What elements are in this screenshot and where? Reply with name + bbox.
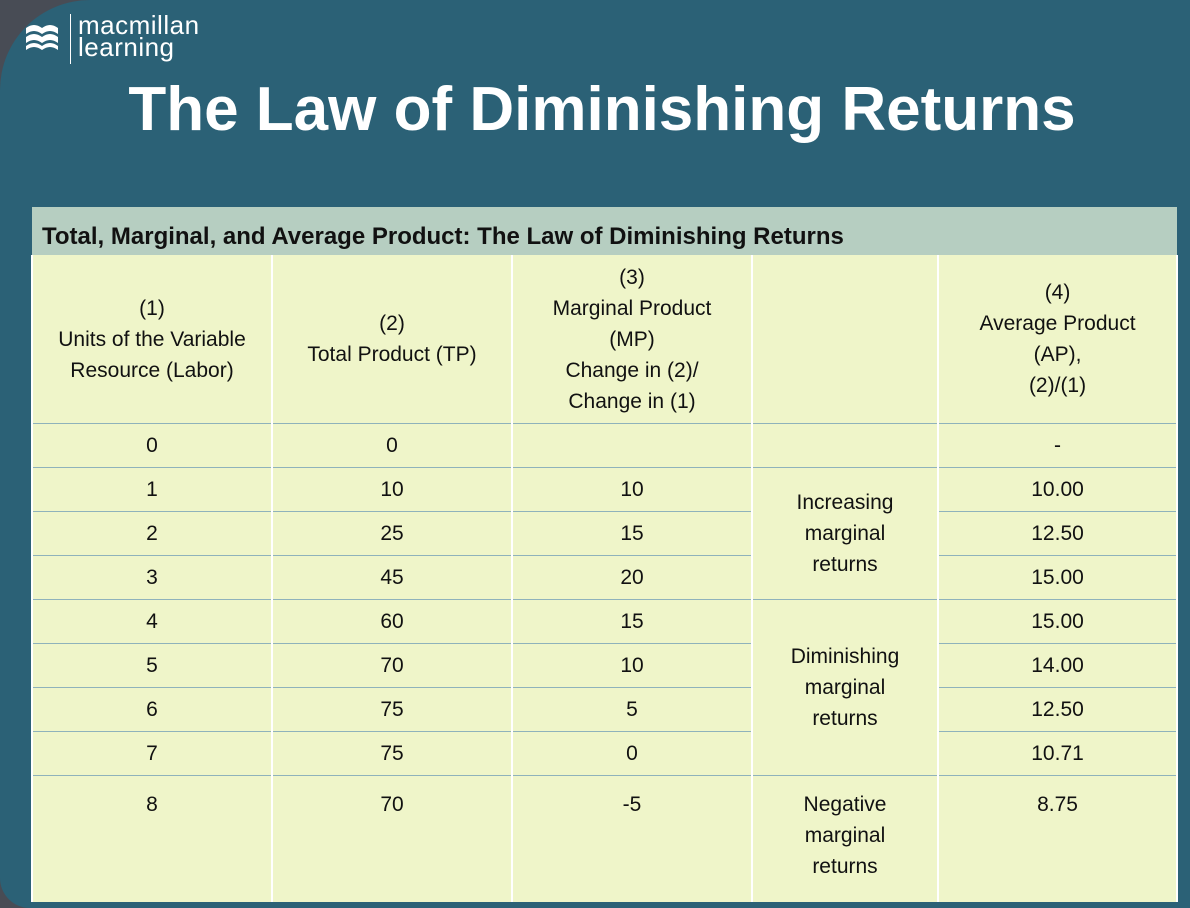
units-cell: 1 xyxy=(31,467,273,512)
units-cell: 7 xyxy=(31,731,273,776)
phase-label: marginal xyxy=(804,824,886,847)
phase-cell: Increasing marginal returns xyxy=(751,467,939,600)
tp-cell: 25 xyxy=(271,511,513,556)
tp-cell: 70 xyxy=(271,643,513,688)
phase-cell: Diminishing marginal returns xyxy=(751,599,939,776)
header-line: (2)/(1) xyxy=(1028,374,1087,397)
mp-cell: 10 xyxy=(511,467,753,512)
logo-text-2: learning xyxy=(78,32,175,62)
header-average-product: (4) Average Product (AP), (2)/(1) xyxy=(936,255,1179,424)
header-line: Units of the Variable xyxy=(58,327,246,351)
header-line: Change in (2)/ xyxy=(565,358,699,382)
header-line: Total Product (TP) xyxy=(307,343,477,366)
table-row: 6 75 5 12.50 xyxy=(31,687,1179,732)
table-row: 5 70 10 14.00 xyxy=(31,643,1179,688)
units-cell: 6 xyxy=(31,687,273,732)
ap-cell: 15.00 xyxy=(936,599,1179,644)
units-cell: 3 xyxy=(31,555,273,600)
table-row: 4 60 15 Diminishing marginal returns 15.00 xyxy=(31,599,1179,776)
macmillan-logo: macmillan learning xyxy=(24,10,200,64)
ap-cell: 15.00 xyxy=(936,555,1179,600)
ap-cell: 12.50 xyxy=(936,511,1179,556)
header-total-product: (2) Total Product (TP) xyxy=(271,255,513,424)
header-phase xyxy=(751,255,939,424)
units-cell: 2 xyxy=(31,511,273,556)
tp-cell: 75 xyxy=(271,731,513,776)
header-marginal-product: (3) Marginal Product (MP) Change in (2)/ Cha… xyxy=(511,255,753,424)
header-line: (3) xyxy=(619,265,645,289)
table-row: 3 45 20 15.00 xyxy=(31,555,1179,600)
mp-cell: 20 xyxy=(511,555,753,600)
phase-label: marginal xyxy=(804,676,886,699)
header-units: (1) Units of the Variable Resource (Labor) xyxy=(31,255,273,424)
units-cell: 4 xyxy=(31,599,273,644)
table-caption: Total, Marginal, and Average Product: Th… xyxy=(32,207,1178,255)
ap-cell: 12.50 xyxy=(936,687,1179,732)
header-line: (MP) xyxy=(609,327,655,351)
table-row: 2 25 15 12.50 xyxy=(31,511,1179,556)
phase-label: returns xyxy=(812,553,878,576)
header-line: (2) xyxy=(379,312,405,335)
mp-cell: 0 xyxy=(511,731,753,776)
units-cell: 0 xyxy=(31,423,273,468)
phase-cell: Negative marginal returns xyxy=(751,775,939,902)
mp-cell: 15 xyxy=(511,599,753,644)
table-row: 1 10 10 Increasing marginal returns 10.00 xyxy=(31,467,1179,600)
table-row: 8 70 -5 Negative marginal returns 8.75 xyxy=(31,775,1179,902)
units-cell: 8 xyxy=(31,775,273,902)
ap-cell: 14.00 xyxy=(936,643,1179,688)
tp-cell: 0 xyxy=(271,423,513,468)
ap-cell: 8.75 xyxy=(936,775,1179,902)
mp-cell: 10 xyxy=(511,643,753,688)
tp-cell: 45 xyxy=(271,555,513,600)
logo-text-1: macmillan xyxy=(78,10,200,40)
phase-label: Increasing xyxy=(796,491,894,514)
tp-cell: 60 xyxy=(271,599,513,644)
header-line: (1) xyxy=(139,296,165,320)
ap-cell: 10.71 xyxy=(936,731,1179,776)
ap-cell: - xyxy=(936,423,1179,468)
logo-text: macmillan learning xyxy=(78,10,200,62)
phase-label: Diminishing xyxy=(790,645,900,668)
units-cell: 5 xyxy=(31,643,273,688)
slide-title: The Law of Diminishing Returns xyxy=(128,75,1076,144)
book-icon xyxy=(26,25,58,50)
phase-label: returns xyxy=(812,707,878,730)
phase-label: returns xyxy=(812,855,878,878)
header-line: Average Product xyxy=(979,312,1136,335)
tp-cell: 10 xyxy=(271,467,513,512)
header-line: (AP), xyxy=(1033,343,1082,366)
tp-cell: 70 xyxy=(271,775,513,902)
mp-cell xyxy=(511,423,753,468)
product-table: Total, Marginal, and Average Product: Th… xyxy=(31,207,1179,902)
phase-label: marginal xyxy=(804,522,886,545)
table-row: 7 75 0 10.71 xyxy=(31,731,1179,776)
header-line: Marginal Product xyxy=(552,296,712,320)
header-line: (4) xyxy=(1044,281,1071,304)
header-line: Resource (Labor) xyxy=(70,358,234,382)
tp-cell: 75 xyxy=(271,687,513,732)
phase-label: Negative xyxy=(803,793,887,816)
ap-cell: 10.00 xyxy=(936,467,1179,512)
phase-cell xyxy=(751,423,939,468)
header-line: Change in (1) xyxy=(568,389,696,413)
logo-divider xyxy=(70,14,71,64)
header-row: (1) Units of the Variable Resource (Labor)… xyxy=(31,255,1179,424)
mp-cell: 15 xyxy=(511,511,753,556)
mp-cell: -5 xyxy=(511,775,753,902)
mp-cell: 5 xyxy=(511,687,753,732)
